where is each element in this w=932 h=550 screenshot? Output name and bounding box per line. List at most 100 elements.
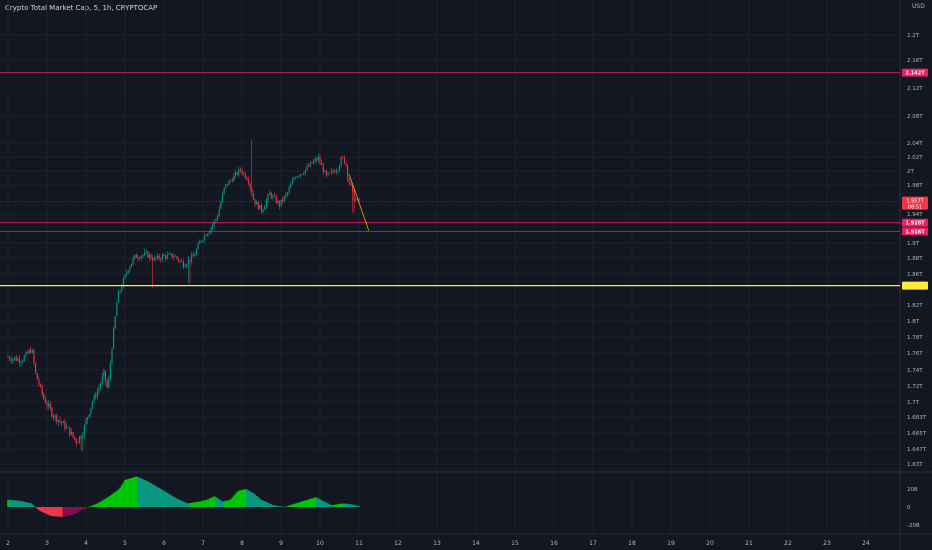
candle-body xyxy=(51,408,53,417)
candle-body xyxy=(210,227,212,232)
candle-body xyxy=(308,166,310,167)
oscillator-bar xyxy=(218,499,221,507)
x-tick-label: 17 xyxy=(589,540,597,547)
candle-body xyxy=(234,172,237,176)
oscillator-bar xyxy=(161,489,164,507)
candle-body xyxy=(244,173,246,179)
oscillator-bar xyxy=(207,499,209,507)
oscillator-bar xyxy=(44,507,47,514)
candle-body xyxy=(199,241,201,244)
last-price-tag xyxy=(902,196,928,210)
y-tick-label: 2.12T xyxy=(907,86,923,92)
candle-body xyxy=(181,260,183,262)
candle-body xyxy=(104,370,107,382)
y-tick-label: 1.8T xyxy=(907,319,920,325)
candle-body xyxy=(329,172,331,173)
oscillator-bar xyxy=(309,498,312,507)
candle-body xyxy=(9,357,11,360)
oscillator-bar xyxy=(288,505,291,507)
candle-body xyxy=(221,193,224,203)
y-tick-label: 1.88T xyxy=(907,256,923,262)
candle-body xyxy=(334,171,336,173)
oscillator-bar xyxy=(275,505,278,507)
candle-body xyxy=(64,421,66,429)
x-tick-label: 8 xyxy=(240,540,244,547)
oscillator-bar xyxy=(348,504,351,507)
oscillator-bar xyxy=(34,507,37,508)
y-tick-label: 1.82T xyxy=(907,303,923,309)
oscillator-bar xyxy=(64,507,66,517)
x-tick-label: 10 xyxy=(316,540,324,547)
candle-body xyxy=(117,291,120,303)
oscillator-bar xyxy=(70,507,73,515)
oscillator-bar xyxy=(28,502,31,507)
oscillator-bar xyxy=(285,506,287,508)
candle-body xyxy=(324,170,326,173)
oscillator-bar xyxy=(68,507,71,516)
oscillator-bar xyxy=(328,504,331,507)
level-price-tag xyxy=(902,227,928,236)
x-tick-label: 13 xyxy=(433,540,441,547)
candle-body xyxy=(74,436,76,440)
candle-body xyxy=(137,257,139,259)
candle-body xyxy=(72,431,74,437)
oscillator-bar xyxy=(252,493,255,507)
candle-body xyxy=(340,157,342,166)
x-tick-label: 3 xyxy=(45,540,49,547)
y-tick-label: 2.02T xyxy=(907,155,923,161)
candle-body xyxy=(161,255,163,260)
oscillator-bar xyxy=(237,490,240,507)
candle-body xyxy=(350,182,352,186)
candle-body xyxy=(260,205,263,212)
candle-body xyxy=(212,224,214,228)
candle-body xyxy=(168,253,170,255)
candle-body xyxy=(236,172,238,175)
candle-body xyxy=(226,183,228,185)
candle-body xyxy=(75,439,77,444)
oscillator-bar xyxy=(41,507,44,512)
x-tick-label: 4 xyxy=(84,540,88,547)
candle-body xyxy=(59,420,61,422)
candle-body xyxy=(283,196,285,202)
oscillator-bar xyxy=(281,506,284,508)
candle-body xyxy=(259,205,261,209)
oscillator-bar xyxy=(176,498,179,507)
oscillator-bar xyxy=(197,501,200,507)
candle-body xyxy=(98,387,100,392)
candle-body xyxy=(342,157,344,159)
candle-body xyxy=(25,352,27,357)
oscillator-bar xyxy=(153,485,156,507)
oscillator-bar xyxy=(229,499,232,507)
oscillator-bar xyxy=(327,503,330,507)
candle-body xyxy=(288,187,290,193)
candle-body xyxy=(189,259,191,262)
oscillator-bar xyxy=(319,499,322,507)
candle-body xyxy=(22,361,24,363)
oscillator-bar xyxy=(268,503,271,507)
candle-body xyxy=(265,200,267,207)
oscillator-bar xyxy=(223,501,226,507)
candle-body xyxy=(218,208,220,217)
candle-body xyxy=(191,255,193,262)
oscillator-bar xyxy=(353,504,356,507)
oscillator-bar xyxy=(155,486,157,507)
x-tick-label: 20 xyxy=(706,540,714,547)
oscillator-bar xyxy=(54,507,57,517)
oscillator-bar xyxy=(210,497,213,507)
x-tick-label: 23 xyxy=(823,540,831,547)
oscillator-bar xyxy=(169,494,172,507)
oscillator-bar xyxy=(298,502,300,507)
oscillator-bar xyxy=(200,501,203,507)
oscillator-bar xyxy=(332,505,335,507)
oscillator-bar xyxy=(340,503,343,507)
oscillator-bar xyxy=(351,504,354,507)
oscillator-bar xyxy=(185,503,188,507)
candle-body xyxy=(319,156,321,163)
y-tick-label: 2.16T xyxy=(907,58,923,64)
oscillator-bar xyxy=(267,502,270,507)
candle-body xyxy=(165,255,167,259)
candle-body xyxy=(197,243,199,250)
candle-body xyxy=(251,187,253,194)
oscillator-bar xyxy=(182,501,185,507)
